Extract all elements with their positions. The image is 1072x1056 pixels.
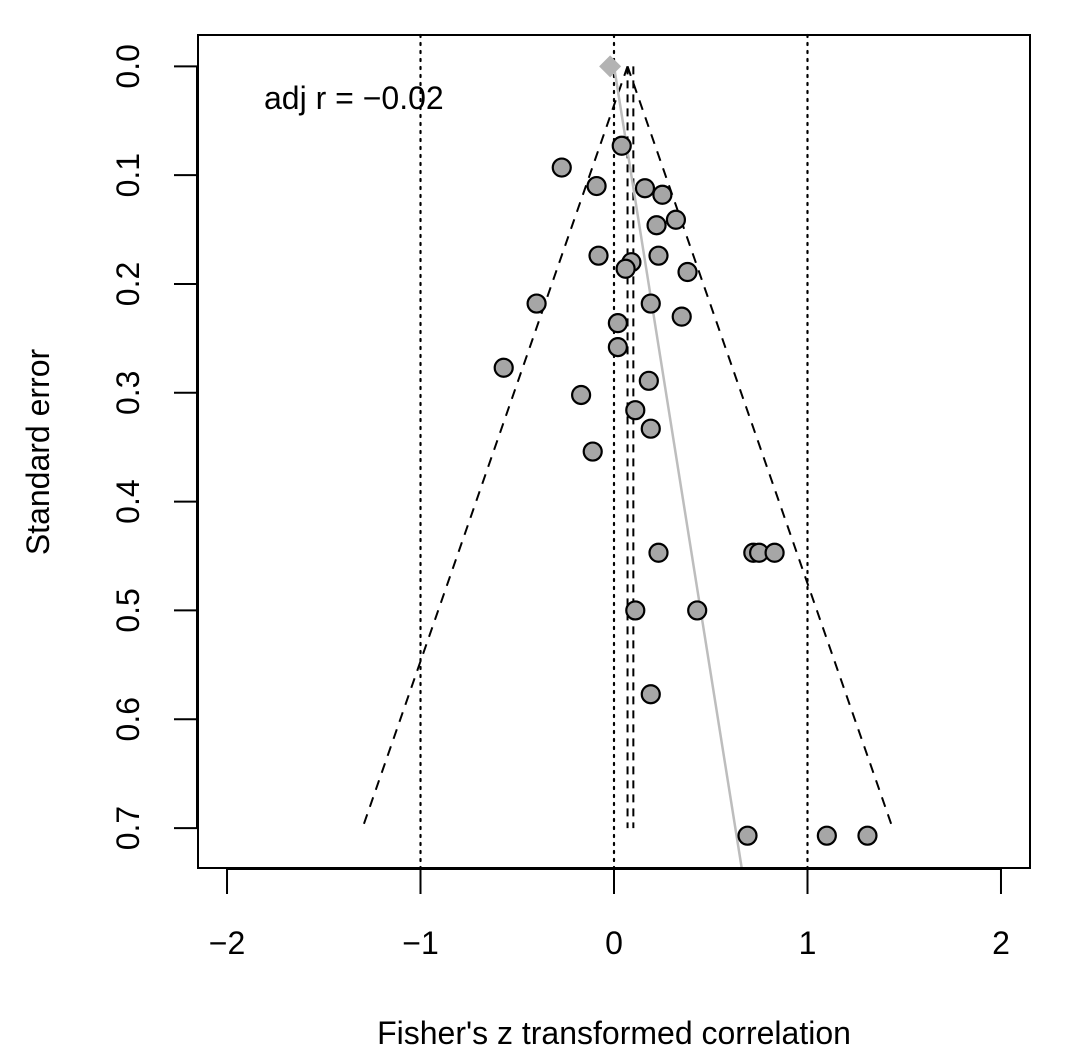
reference-lines [361,33,894,870]
x-tick-label: 1 [799,925,817,961]
regression-line-layer [612,66,743,869]
funnel-left-line [361,66,629,829]
y-tick-label: 0.7 [110,806,146,850]
data-point-8 [588,245,609,266]
y-tick-label: 0.4 [110,479,146,523]
data-point-24 [648,542,669,563]
y-axis: 0.0 0.1 0.2 0.3 0.4 0.5 0.6 0.7 [110,44,198,850]
x-axis-title: Fisher's z transformed correlation [377,1015,851,1051]
x-tick-label: −2 [209,925,245,961]
estimate-diamond [599,55,622,78]
data-point-18 [493,357,514,378]
y-tick-label: 0.0 [110,44,146,88]
regression-line [612,66,743,869]
data-point-28 [625,600,646,621]
points-layer [493,55,878,846]
data-point-3 [586,175,607,197]
x-tick-label: 0 [605,925,623,961]
data-point-15 [671,306,692,327]
data-point-27 [764,542,785,563]
data-point-4 [634,178,656,199]
data-point-6 [665,209,687,230]
funnel-right-line [626,66,894,829]
data-point-9 [648,245,669,266]
y-tick-label: 0.5 [110,588,146,632]
y-tick-label: 0.1 [110,153,146,197]
data-point-2 [551,157,572,178]
data-point-32 [816,825,837,846]
data-point-29 [687,600,708,621]
data-point-1 [611,135,632,156]
data-point-11 [615,258,636,279]
x-tick-label: 2 [992,925,1010,961]
data-point-21 [625,400,646,421]
data-point-16 [607,313,628,334]
y-tick-label: 0.2 [110,262,146,306]
data-point-23 [582,441,603,462]
x-tick-label: −1 [402,925,438,961]
data-point-30 [640,684,661,705]
data-point-22 [640,418,661,439]
data-point-14 [640,293,661,314]
adj-r-annotation: adj r = −0.02 [264,80,444,116]
x-axis: −2 −1 0 1 2 [209,868,1010,961]
data-point-17 [607,336,628,358]
data-point-20 [571,384,592,406]
data-point-5 [652,184,673,205]
data-point-19 [638,370,659,391]
y-tick-label: 0.3 [110,371,146,415]
y-axis-title: Standard error [20,348,56,555]
data-point-13 [526,293,547,314]
data-point-31 [737,825,758,846]
data-point-33 [857,825,878,846]
data-point-7 [646,215,667,236]
y-tick-label: 0.6 [110,697,146,741]
data-point-12 [677,261,698,283]
